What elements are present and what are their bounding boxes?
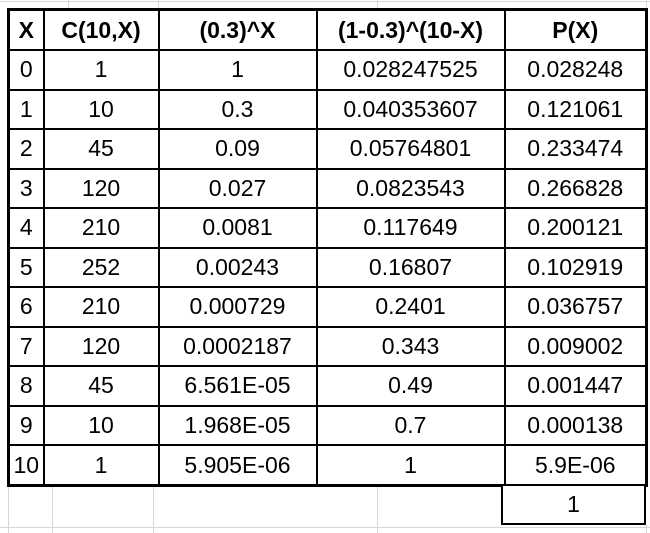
- table-cell[interactable]: 0.117649: [315, 207, 506, 249]
- col-header-c10x[interactable]: C(10,X): [42, 8, 160, 51]
- table-cell[interactable]: 9: [7, 404, 45, 447]
- table-cell[interactable]: 2: [7, 128, 45, 170]
- table-cell[interactable]: 5: [7, 246, 45, 289]
- gridline: [646, 525, 647, 533]
- table-row: 5 252 0.00243 0.16807 0.102919: [7, 246, 648, 289]
- table-cell[interactable]: 0.027: [157, 167, 318, 210]
- binomial-table: X C(10,X) (0.3)^X (1-0.3)^(10-X) P(X) 0 …: [7, 8, 648, 487]
- table-cell[interactable]: 0.102919: [503, 246, 648, 289]
- table-cell[interactable]: 1: [315, 444, 506, 487]
- table-cell[interactable]: 0.0002187: [157, 325, 318, 368]
- col-header-px[interactable]: P(X): [503, 8, 648, 51]
- table-cell[interactable]: 210: [42, 286, 160, 328]
- table-row: 2 45 0.09 0.05764801 0.233474: [7, 128, 648, 170]
- table-cell[interactable]: 6: [7, 286, 45, 328]
- table-cell[interactable]: 0.2401: [315, 286, 506, 328]
- gridline: [377, 487, 378, 533]
- table-row: 7 120 0.0002187 0.343 0.009002: [7, 325, 648, 368]
- table-cell[interactable]: 0.00243: [157, 246, 318, 289]
- table-cell[interactable]: 1.968E-05: [157, 404, 318, 447]
- table-cell[interactable]: 0.16807: [315, 246, 506, 289]
- table-cell[interactable]: 0.028248: [503, 49, 648, 91]
- table-cell[interactable]: 10: [42, 404, 160, 447]
- table-cell[interactable]: 0.266828: [503, 167, 648, 210]
- table-cell[interactable]: 1: [42, 444, 160, 487]
- gridline: [0, 527, 650, 528]
- table-cell[interactable]: 210: [42, 207, 160, 249]
- table-cell[interactable]: 6.561E-05: [157, 365, 318, 407]
- table-cell[interactable]: 10: [7, 444, 45, 487]
- table-cell[interactable]: 0.0823543: [315, 167, 506, 210]
- table-cell[interactable]: 0.09: [157, 128, 318, 170]
- table-row: 4 210 0.0081 0.117649 0.200121: [7, 207, 648, 249]
- table-cell[interactable]: 45: [42, 128, 160, 170]
- gridline: [153, 487, 154, 533]
- table-cell[interactable]: 5.905E-06: [157, 444, 318, 487]
- table-cell[interactable]: 5.9E-06: [503, 444, 648, 487]
- table-cell[interactable]: 0.233474: [503, 128, 648, 170]
- gridline: [158, 0, 159, 8]
- table-row: 9 10 1.968E-05 0.7 0.000138: [7, 404, 648, 447]
- table-cell[interactable]: 1: [157, 49, 318, 91]
- gridline: [377, 0, 378, 8]
- table-cell[interactable]: 1: [7, 88, 45, 131]
- table-cell[interactable]: 0.7: [315, 404, 506, 447]
- table-cell[interactable]: 120: [42, 325, 160, 368]
- px-total-cell[interactable]: 1: [501, 484, 646, 525]
- table-row: 3 120 0.027 0.0823543 0.266828: [7, 167, 648, 210]
- table-cell[interactable]: 0.000729: [157, 286, 318, 328]
- table-cell[interactable]: 45: [42, 365, 160, 407]
- gridline: [52, 487, 53, 533]
- gridline: [646, 0, 647, 8]
- table-row: 6 210 0.000729 0.2401 0.036757: [7, 286, 648, 328]
- gridline: [0, 1, 650, 2]
- table-cell[interactable]: 0.028247525: [315, 49, 506, 91]
- table-row: 1 10 0.3 0.040353607 0.121061: [7, 88, 648, 131]
- table-cell[interactable]: 120: [42, 167, 160, 210]
- table-cell[interactable]: 0.036757: [503, 286, 648, 328]
- table-row: 0 1 1 0.028247525 0.028248: [7, 49, 648, 91]
- gridline: [8, 487, 9, 533]
- table-cell[interactable]: 0.121061: [503, 88, 648, 131]
- table-cell[interactable]: 0.040353607: [315, 88, 506, 131]
- table-cell[interactable]: 0: [7, 49, 45, 91]
- header-row: X C(10,X) (0.3)^X (1-0.3)^(10-X) P(X): [7, 8, 648, 51]
- table-cell[interactable]: 0.49: [315, 365, 506, 407]
- table-cell[interactable]: 1: [42, 49, 160, 91]
- table-cell[interactable]: 0.05764801: [315, 128, 506, 170]
- table-cell[interactable]: 0.000138: [503, 404, 648, 447]
- table-cell[interactable]: 10: [42, 88, 160, 131]
- table-cell[interactable]: 3: [7, 167, 45, 210]
- table-cell[interactable]: 252: [42, 246, 160, 289]
- table-cell[interactable]: 7: [7, 325, 45, 368]
- col-header-x[interactable]: X: [7, 8, 45, 51]
- col-header-q-pow[interactable]: (1-0.3)^(10-X): [315, 8, 506, 51]
- table-cell[interactable]: 0.001447: [503, 365, 648, 407]
- table-row: 10 1 5.905E-06 1 5.9E-06: [7, 444, 648, 487]
- table-row: 8 45 6.561E-05 0.49 0.001447: [7, 365, 648, 407]
- table-cell[interactable]: 0.343: [315, 325, 506, 368]
- table-cell[interactable]: 0.009002: [503, 325, 648, 368]
- table-cell[interactable]: 0.0081: [157, 207, 318, 249]
- table-cell[interactable]: 0.3: [157, 88, 318, 131]
- gridline: [68, 0, 69, 8]
- col-header-p-pow-x[interactable]: (0.3)^X: [157, 8, 318, 51]
- table-cell[interactable]: 8: [7, 365, 45, 407]
- table-cell[interactable]: 4: [7, 207, 45, 249]
- table-cell[interactable]: 0.200121: [503, 207, 648, 249]
